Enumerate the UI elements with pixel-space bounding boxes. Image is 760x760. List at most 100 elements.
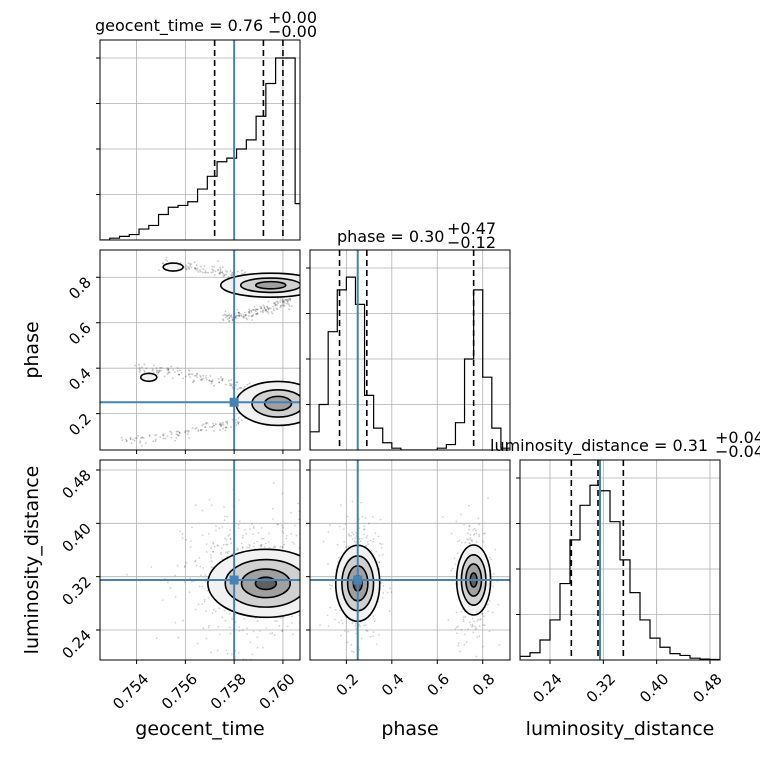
sample-point	[373, 620, 376, 623]
contour	[162, 262, 184, 272]
sample-point	[210, 382, 213, 385]
sample-point	[453, 557, 456, 560]
sample-point	[246, 546, 248, 549]
sample-point	[475, 540, 478, 543]
sample-point	[178, 432, 181, 434]
sample-point	[487, 610, 489, 613]
sample-point	[282, 526, 284, 529]
sample-point	[266, 307, 269, 310]
sample-point	[143, 370, 146, 373]
sample-point	[224, 537, 226, 540]
sample-point	[284, 298, 287, 301]
sample-point	[176, 564, 179, 567]
sample-point	[241, 546, 244, 548]
sample-point	[273, 545, 276, 548]
sample-point	[379, 542, 382, 545]
sample-point	[260, 527, 263, 529]
sample-point	[150, 565, 153, 568]
sample-point	[350, 644, 353, 646]
sample-point	[263, 546, 266, 548]
sample-point	[210, 566, 213, 569]
sample-point	[475, 627, 478, 630]
sample-point	[126, 573, 129, 576]
sample-point	[189, 546, 192, 548]
sample-point	[219, 266, 222, 269]
sample-point	[185, 264, 187, 267]
sample-point	[343, 528, 345, 531]
sample-point	[329, 584, 332, 587]
sample-point	[210, 556, 212, 559]
sample-point	[220, 551, 222, 554]
sample-point	[471, 540, 473, 543]
sample-point	[210, 504, 213, 507]
sample-point	[155, 438, 157, 441]
sample-point	[219, 423, 222, 426]
sample-point	[226, 552, 229, 555]
sample-point	[221, 616, 224, 619]
sample-point	[279, 304, 282, 307]
sample-point	[222, 272, 225, 275]
sample-point	[178, 373, 180, 376]
sample-point	[379, 518, 382, 521]
sample-point	[227, 276, 230, 279]
sample-point	[366, 534, 369, 537]
sample-point	[179, 530, 182, 533]
sample-point	[139, 440, 142, 443]
sample-point	[193, 374, 196, 377]
sample-point	[212, 269, 215, 272]
sample-point	[176, 430, 179, 433]
sample-point	[281, 630, 284, 633]
sample-point	[221, 377, 223, 380]
contour	[263, 395, 293, 412]
sample-point	[466, 538, 468, 541]
sample-point	[237, 311, 240, 314]
sample-point	[213, 384, 215, 387]
sample-point	[235, 315, 238, 317]
sample-point	[253, 542, 256, 545]
sample-point	[375, 643, 378, 646]
panel-phase-luminosity-distance: 0.2 0.4 0.6 0.8	[306, 459, 511, 700]
sample-point	[237, 422, 240, 425]
sample-point	[129, 437, 132, 440]
sample-point	[464, 615, 467, 618]
sample-point	[234, 316, 237, 319]
sample-point	[276, 308, 279, 311]
sample-point	[245, 313, 247, 316]
sample-point	[281, 492, 284, 495]
sample-point	[213, 273, 216, 276]
sample-point	[215, 529, 217, 532]
sample-point	[205, 378, 208, 381]
sample-point	[279, 301, 282, 304]
axes-frame	[99, 39, 301, 241]
sample-point	[196, 376, 198, 379]
sample-point	[221, 271, 223, 273]
sample-point	[486, 603, 489, 606]
sample-point	[157, 371, 160, 374]
sample-point	[242, 316, 245, 319]
sample-point	[151, 369, 154, 372]
sample-point	[178, 431, 181, 434]
sample-point	[256, 312, 258, 315]
sample-point	[225, 649, 228, 652]
sample-point	[288, 304, 291, 307]
sample-point	[218, 423, 221, 426]
sample-point	[346, 641, 349, 644]
sample-point	[205, 543, 208, 546]
sample-point	[198, 269, 201, 272]
sample-point	[155, 637, 158, 640]
sample-point	[289, 299, 292, 302]
sample-point	[141, 444, 143, 447]
sample-point	[290, 533, 293, 535]
sample-point	[359, 625, 361, 627]
sample-point	[188, 373, 190, 376]
sample-point	[197, 429, 200, 431]
sample-point	[224, 316, 227, 319]
sample-point	[187, 431, 190, 433]
sample-point	[236, 270, 239, 273]
sample-point	[238, 626, 240, 629]
sample-point	[175, 430, 178, 433]
sample-point	[188, 437, 190, 439]
sample-point	[197, 603, 200, 606]
sample-point	[257, 532, 260, 534]
sample-point	[365, 629, 368, 632]
